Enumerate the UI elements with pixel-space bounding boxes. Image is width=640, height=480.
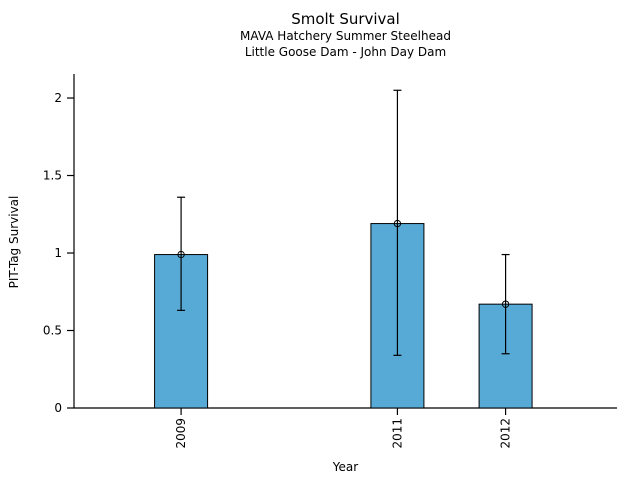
data-point-marker bbox=[501, 300, 510, 308]
x-axis-label: Year bbox=[332, 460, 359, 474]
y-tick-label: 1 bbox=[54, 246, 62, 260]
x-tick-label: 2011 bbox=[390, 418, 404, 449]
data-point-marker bbox=[177, 250, 185, 259]
subtitle-line-2: Little Goose Dam - John Day Dam bbox=[244, 45, 447, 59]
data-point-marker bbox=[393, 219, 402, 228]
y-axis-label: PIT-Tag Survival bbox=[7, 195, 21, 289]
chart-subtitle: MAVA Hatchery Summer Steelhead Little Go… bbox=[74, 28, 617, 60]
y-tick-label: 2 bbox=[54, 91, 62, 105]
x-tick-label: 2009 bbox=[174, 418, 188, 449]
y-tick-label: 1.5 bbox=[43, 169, 62, 183]
subtitle-line-1: MAVA Hatchery Summer Steelhead bbox=[240, 29, 451, 43]
y-tick-label: 0.5 bbox=[43, 324, 62, 338]
x-tick-label: 2012 bbox=[499, 418, 513, 449]
chart-title: Smolt Survival bbox=[291, 10, 400, 28]
y-tick-label: 0 bbox=[54, 401, 62, 415]
